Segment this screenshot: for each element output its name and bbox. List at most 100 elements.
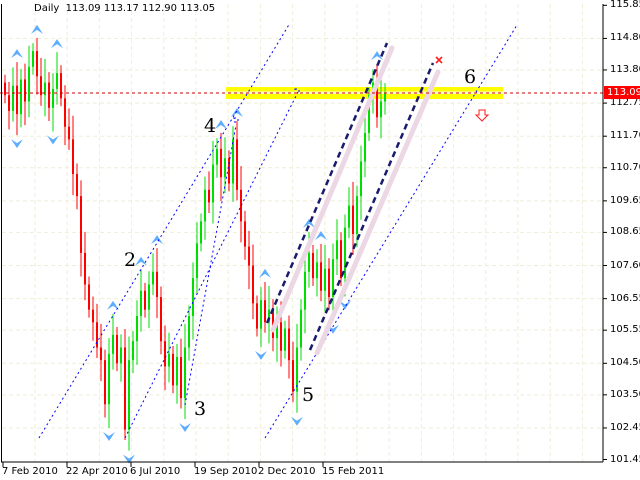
candle-body — [252, 265, 254, 304]
candle-body — [328, 268, 330, 298]
candle-body — [92, 309, 94, 323]
y-tick-label: 115.85 — [610, 0, 640, 11]
candle-body — [324, 268, 326, 291]
candle-body — [88, 284, 90, 310]
fractal-down-icon — [11, 139, 23, 149]
candle-body — [120, 347, 122, 364]
candle-body — [12, 85, 14, 111]
trendlines — [38, 22, 518, 439]
candle-body — [140, 290, 142, 316]
timeframe-label: Daily — [34, 3, 60, 14]
y-tick-label: 107.60 — [610, 259, 640, 271]
trendline-b[interactable] — [124, 91, 299, 439]
candle-body — [376, 82, 378, 118]
candle-body — [48, 82, 50, 108]
candle-body — [64, 98, 66, 127]
fractal-up-icon — [151, 235, 163, 245]
wave-label-6: 6 — [464, 66, 477, 88]
candle-body — [84, 252, 86, 285]
y-tick-label: 106.55 — [610, 292, 640, 304]
candle-body — [300, 309, 302, 348]
current-price-tag: 113.09 — [604, 86, 640, 99]
candle-body — [232, 139, 234, 184]
candle-body — [312, 252, 314, 279]
target-cross-icon — [435, 56, 443, 64]
candle-body — [260, 300, 262, 329]
candle-body — [180, 356, 182, 398]
fractal-down-icon — [47, 135, 59, 145]
x-tick-label: 22 Apr 2010 — [66, 466, 128, 477]
candle-body — [340, 240, 342, 279]
candle-body — [356, 196, 358, 234]
fractal-down-icon — [123, 454, 135, 464]
candle-body — [292, 360, 294, 392]
candle-body — [172, 353, 174, 386]
fractal-down-icon — [339, 300, 351, 310]
candle-body — [280, 322, 282, 351]
channel-lower-shadow — [314, 69, 441, 356]
candle-body — [204, 189, 206, 222]
candle-body — [148, 284, 150, 310]
trendline-d[interactable] — [264, 24, 518, 439]
x-tick-label: 2 Dec 2010 — [258, 466, 316, 477]
candle-body — [348, 205, 350, 228]
trendline-anchor — [233, 117, 239, 123]
candle-body — [288, 328, 290, 361]
trendline-a[interactable] — [38, 22, 291, 439]
candle-body — [244, 221, 246, 247]
candle-body — [308, 252, 310, 272]
fractal-up-icon — [107, 300, 119, 310]
candle-body — [132, 341, 134, 361]
candle-body — [76, 174, 78, 197]
candle-body — [276, 322, 278, 339]
candle-body — [100, 347, 102, 361]
candle-body — [200, 221, 202, 244]
channel-lower[interactable] — [308, 62, 435, 351]
candle-body — [160, 297, 162, 342]
candle-body — [176, 356, 178, 386]
y-tick-label: 114.80 — [610, 32, 640, 44]
ohlc-readout: 113.09 113.17 112.90 113.05 — [65, 3, 216, 14]
candle-body — [236, 139, 238, 190]
candle-body — [264, 300, 266, 323]
candle-body — [368, 95, 370, 134]
wave-label-2: 2 — [124, 249, 137, 271]
grid — [2, 4, 603, 462]
y-tick-label: 112.75 — [610, 97, 640, 109]
fractal-up-icon — [215, 120, 227, 130]
candle-body — [32, 51, 34, 67]
candle-body — [240, 189, 242, 222]
candle-body — [116, 334, 118, 364]
candle-body — [188, 315, 190, 348]
fractals — [11, 24, 383, 464]
channel-upper[interactable] — [265, 42, 389, 324]
x-ticks — [2, 462, 324, 467]
fractal-up-icon — [51, 39, 63, 49]
y-tick-label: 109.65 — [610, 194, 640, 206]
x-tick-label: 15 Feb 2011 — [322, 466, 385, 477]
candle-body — [248, 246, 250, 266]
candle-body — [332, 259, 334, 298]
candle-body — [8, 95, 10, 111]
candle-body — [168, 353, 170, 367]
y-ticks — [603, 4, 607, 460]
candle-body — [384, 93, 386, 102]
candle-body — [320, 262, 322, 291]
channel-shadows — [270, 45, 441, 356]
candle-body — [256, 303, 258, 329]
fractal-up-icon — [31, 24, 43, 34]
fractal-up-icon — [259, 268, 271, 278]
candle-body — [224, 158, 226, 178]
candle-body — [108, 353, 110, 405]
sell-arrow-icon — [474, 109, 490, 122]
channel-upper-shadow — [270, 45, 395, 333]
candles — [4, 37, 386, 451]
candle-body — [44, 82, 46, 96]
candle-body — [136, 315, 138, 342]
candle-body — [296, 347, 298, 392]
candle-body — [196, 243, 198, 279]
candle-body — [156, 271, 158, 298]
y-tick-label: 105.55 — [610, 324, 640, 336]
fractal-up-icon — [231, 107, 243, 117]
